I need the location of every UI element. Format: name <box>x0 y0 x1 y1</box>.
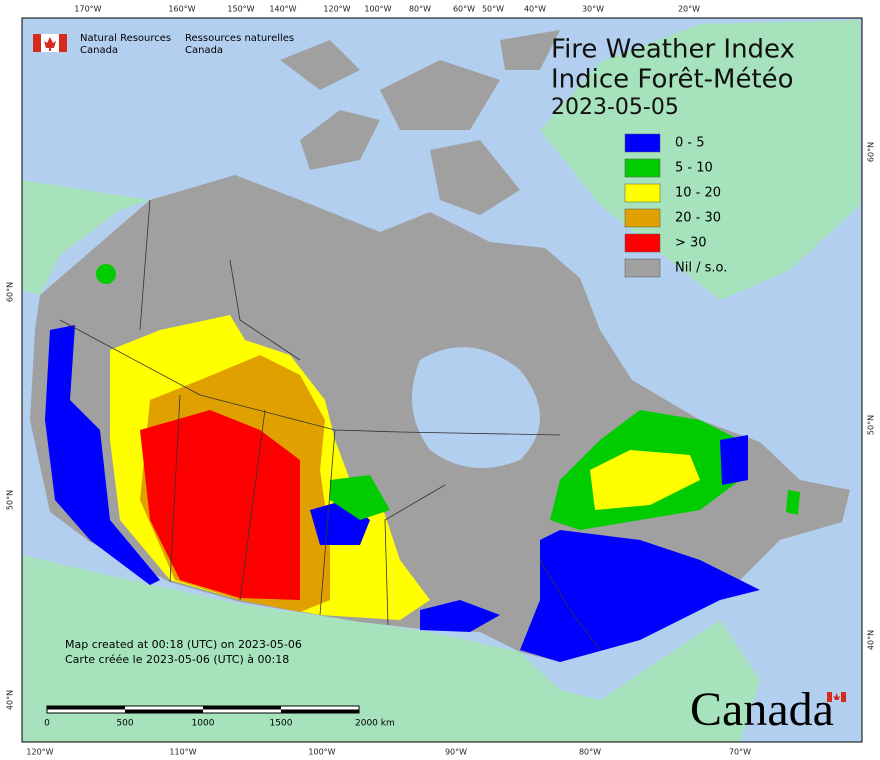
graticule-labels: 170°W 160°W 150°W 140°W 120°W 100°W 80°W 60°W 50… <box>6 5 876 757</box>
longitude-label: 50°W <box>482 5 504 14</box>
scale-label: 0 <box>44 719 50 729</box>
title: Fire Weather Index <box>551 35 795 65</box>
frame <box>21 17 863 743</box>
area-0-5-west <box>45 325 160 585</box>
legend-swatch <box>624 183 661 203</box>
latitude-label: 40°N <box>6 690 15 710</box>
legend-swatch <box>624 233 661 253</box>
island <box>380 60 500 130</box>
scale-bar-segment <box>47 706 125 710</box>
hudson-bay <box>412 347 540 468</box>
boundary <box>539 559 601 651</box>
scale-bar <box>46 705 360 714</box>
longitude-label: 100°W <box>308 748 335 757</box>
boundary <box>229 259 301 361</box>
longitude-label: 20°W <box>678 5 700 14</box>
wordmark: Canada <box>690 683 834 736</box>
canada-wordmark: Canada <box>690 683 846 736</box>
ministry-fr: Ressources naturelles <box>185 33 294 44</box>
longitude-label: 140°W <box>269 5 296 14</box>
title: Indice Forêt-Météo <box>551 65 794 95</box>
scale-label: 500 <box>116 719 133 729</box>
latitude-label: 50°N <box>6 490 15 510</box>
maple-leaf <box>833 693 840 700</box>
legend-label: 10 - 20 <box>675 186 721 201</box>
longitude-label: 100°W <box>364 5 391 14</box>
flag-bar <box>841 692 846 702</box>
area-0-5-ontario <box>420 600 500 632</box>
united-states <box>22 555 760 742</box>
boundary <box>384 484 446 626</box>
nrcan-flag <box>33 34 67 52</box>
latitude-label: 60°N <box>6 282 15 302</box>
legend-swatch <box>624 258 661 278</box>
scale-label: 2000 km <box>355 719 395 729</box>
flag-bar <box>827 692 832 702</box>
scale-bar-segment <box>281 709 359 713</box>
boundary <box>169 394 181 583</box>
longitude-label: 60°W <box>453 5 475 14</box>
longitude-label: 120°W <box>26 748 53 757</box>
boundary <box>139 199 151 331</box>
date: 2023-05-05 <box>551 95 679 120</box>
legend-label: 0 - 5 <box>675 136 705 151</box>
latitude-label: 50°N <box>867 415 876 435</box>
flag-bar <box>33 34 41 52</box>
legend-swatch <box>624 133 661 153</box>
longitude-label: 150°W <box>227 5 254 14</box>
legend-label: 20 - 30 <box>675 211 721 226</box>
latitude-label: 40°N <box>867 630 876 650</box>
boundary <box>319 429 336 616</box>
legend-label: Nil / s.o. <box>675 261 727 276</box>
scale-bar-segment <box>203 706 281 710</box>
scale-labels: 0 500 1000 1500 2000 km <box>44 719 395 729</box>
area-0-5-labrador <box>720 435 748 485</box>
island <box>300 110 380 170</box>
area-10-20-quebec <box>590 450 700 510</box>
flag-bar <box>59 34 67 52</box>
longitude-label: 170°W <box>74 5 101 14</box>
legend-swatch <box>624 158 661 178</box>
longitude-label: 90°W <box>445 748 467 757</box>
scale-label: 1500 <box>270 719 293 729</box>
greenland <box>540 20 860 300</box>
ministry-en: Natural Resources <box>80 33 171 44</box>
island <box>500 30 560 70</box>
russia <box>22 180 150 295</box>
latitude-label: 60°N <box>867 142 876 162</box>
longitude-label: 120°W <box>323 5 350 14</box>
longitude-label: 40°W <box>524 5 546 14</box>
area-5-10-newfoundland <box>786 490 800 515</box>
boundaries <box>59 199 601 651</box>
longitude-label: 110°W <box>169 748 196 757</box>
fwi-areas <box>45 264 800 662</box>
island <box>300 230 340 265</box>
legend: 0 - 5 5 - 10 10 - 20 20 - 30 > 30 Nil / s.o. <box>624 133 727 278</box>
longitude-label: 30°W <box>582 5 604 14</box>
island <box>430 140 520 215</box>
boundary <box>239 409 266 601</box>
legend-swatch <box>624 208 661 228</box>
ministry-fr: Canada <box>185 45 223 56</box>
area-0-5-east <box>520 530 760 662</box>
island <box>280 40 360 90</box>
longitude-label: 70°W <box>729 748 751 757</box>
footnote: Map created at 00:18 (UTC) on 2023-05-06 <box>65 638 302 651</box>
longitude-label: 80°W <box>409 5 431 14</box>
longitude-label: 80°W <box>579 748 601 757</box>
arctic-islands <box>280 30 560 265</box>
longitude-label: 160°W <box>168 5 195 14</box>
legend-label: > 30 <box>675 236 707 251</box>
footnote: Carte créée le 2023-05-06 (UTC) à 00:18 <box>65 653 289 666</box>
legend-label: 5 - 10 <box>675 161 713 176</box>
area-over-30 <box>140 410 300 600</box>
scale-label: 1000 <box>192 719 215 729</box>
area-5-10-prairie <box>330 475 390 520</box>
ministry-en: Canada <box>80 45 118 56</box>
scale-bar-segment <box>125 709 203 713</box>
maple-leaf <box>44 37 56 51</box>
area-5-10-alaska <box>96 264 116 284</box>
